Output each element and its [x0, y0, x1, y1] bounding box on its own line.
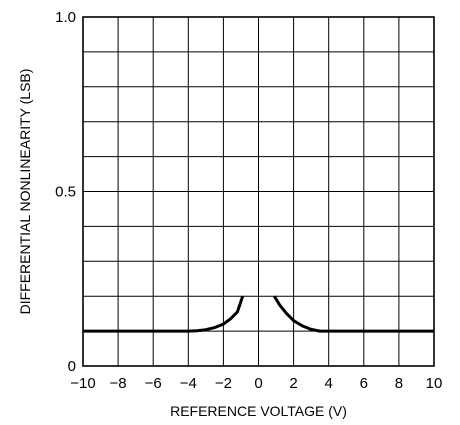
x-tick-label: −8 [110, 375, 127, 392]
x-tick-label: −4 [180, 375, 197, 392]
x-tick-label: 4 [325, 375, 333, 392]
grid [83, 17, 434, 366]
x-tick-label: −6 [145, 375, 162, 392]
x-tick-label: −10 [70, 375, 95, 392]
x-tick-label: 2 [289, 375, 297, 392]
y-tick-label: 0.5 [55, 184, 76, 201]
y-tick-label: 1.0 [55, 9, 76, 26]
tick-labels: −10 −8 −6 −4 −2 0 2 4 6 8 10 0 0.5 1.0 [55, 9, 442, 392]
dnl-curve-2 [273, 295, 434, 333]
dnl-curve-1 [83, 295, 245, 333]
plot-frame [82, 16, 435, 367]
y-tick-label: 0 [68, 358, 76, 375]
x-tick-label: 10 [426, 375, 443, 392]
y-axis-label: DIFFERENTIAL NONLINEARITY (LSB) [17, 69, 33, 315]
series-layer [83, 295, 434, 333]
x-axis-label: REFERENCE VOLTAGE (V) [170, 403, 347, 419]
x-tick-label: 6 [360, 375, 368, 392]
x-tick-label: 0 [254, 375, 262, 392]
x-tick-label: −2 [215, 375, 232, 392]
x-tick-label: 8 [395, 375, 403, 392]
